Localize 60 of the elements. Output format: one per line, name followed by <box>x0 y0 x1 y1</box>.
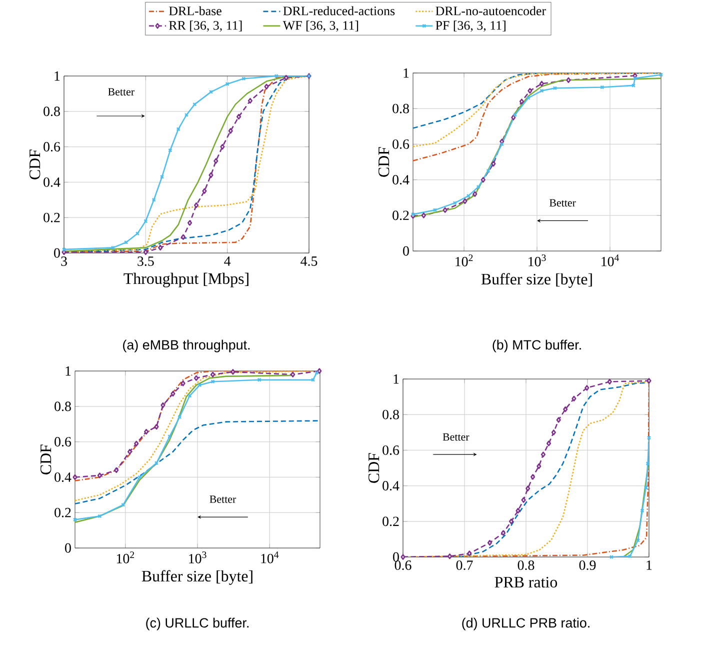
y-tick-label: 0.8 <box>392 104 409 114</box>
annotation: Better <box>442 433 470 441</box>
y-tick-label: 1 <box>404 68 409 78</box>
y-tick-label: 0 <box>403 246 409 256</box>
y-tick-label: 0.4 <box>44 177 60 187</box>
x-tick-label: 0.8 <box>518 560 534 570</box>
x-tick-label: 4.5 <box>300 256 318 266</box>
text: (b) MTC buffer. <box>492 340 581 352</box>
y-tick-label: 0 <box>393 552 399 562</box>
legend-label: DRL-reduced-actions <box>283 6 395 16</box>
y-tick-label: 1 <box>66 366 71 376</box>
x-axis-title: PRB ratio <box>494 576 558 588</box>
y-tick-label: 0.2 <box>382 516 399 526</box>
x-tick-label: 10$^{4}$ <box>261 552 279 564</box>
x-tick-label: 10$^{4}$ <box>602 254 620 266</box>
text: (d) URLLC PRB ratio. <box>462 618 590 630</box>
x-tick-label: 3 <box>61 256 67 266</box>
y-axis-title: CDF <box>40 444 52 474</box>
legend-label: DRL-no-autoencoder <box>436 6 546 16</box>
y-tick-label: 0.2 <box>54 508 71 518</box>
x-tick-label: 10$^{3}$ <box>189 552 206 564</box>
x-tick-label: 4 <box>224 256 231 266</box>
x-axis-title: Buffer size [byte] <box>142 570 252 585</box>
y-tick-label: 0.6 <box>392 139 410 149</box>
y-tick-label: 0.6 <box>44 142 60 152</box>
y-tick-label: 0.4 <box>392 175 410 185</box>
text: (c) URLLC buffer. <box>146 618 248 630</box>
x-tick-label: 0.7 <box>456 560 473 570</box>
legend-label: DRL-base <box>169 6 222 16</box>
x-tick-label: 10$^{2}$ <box>456 254 473 266</box>
y-axis-title: CDF <box>378 147 390 177</box>
y-tick-label: 0.8 <box>44 106 60 116</box>
y-tick-label: 0.6 <box>54 437 72 447</box>
y-tick-label: 0.4 <box>382 481 400 491</box>
x-tick-label: 1 <box>646 560 652 570</box>
y-axis-title: CDF <box>368 453 380 483</box>
y-tick-label: 0.8 <box>54 402 71 412</box>
x-tick-label: 10$^{3}$ <box>528 254 546 266</box>
y-tick-label: 0 <box>65 543 71 553</box>
annotation: Better <box>108 88 134 96</box>
legend-label: PF [36, 3, 11] <box>436 20 506 32</box>
legend-label: RR [36, 3, 11] <box>169 20 242 32</box>
y-tick-label: 0.4 <box>54 472 72 482</box>
y-tick-label: 1 <box>54 71 60 81</box>
y-tick-label: 0.2 <box>44 212 60 222</box>
y-tick-label: 0.2 <box>392 210 409 220</box>
y-tick-label: 0 <box>54 248 60 258</box>
text: (a) eMBB throughput. <box>123 340 250 352</box>
x-tick-label: 10$^{2}$ <box>116 552 134 564</box>
x-tick-label: 3.5 <box>138 256 154 266</box>
y-tick-label: 0.6 <box>382 445 400 455</box>
legend-label: WF [36, 3, 11] <box>282 20 358 32</box>
y-axis-title: CDF <box>29 150 40 180</box>
annotation: Better <box>210 496 236 503</box>
x-tick-label: 0.9 <box>579 560 596 570</box>
x-axis-title: Buffer size [byte] <box>481 273 592 288</box>
y-tick-label: 0.8 <box>382 410 399 420</box>
y-tick-label: 1 <box>394 374 399 384</box>
annotation: Better <box>550 199 576 207</box>
x-axis-title: Throughput [Mbps] <box>124 272 248 288</box>
